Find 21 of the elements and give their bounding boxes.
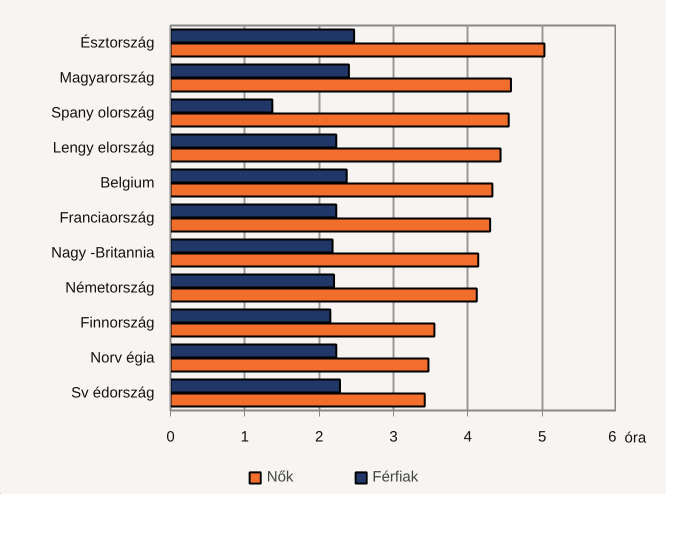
x-tick-label: 1 [240, 428, 250, 446]
legend-label: Férfiak [372, 468, 418, 486]
x-tick-label: 0 [166, 428, 175, 446]
y-tick-label: Belgium [100, 174, 155, 192]
legend-label: Nők [266, 468, 294, 486]
y-tick-label: Sv édország [71, 384, 155, 402]
y-tick-label: Lengy elország [52, 140, 154, 156]
y-tick-label: Németország [65, 280, 154, 296]
y-tick-label: Spany olország [51, 104, 155, 122]
y-tick-label: Nagy -Britannia [51, 244, 156, 262]
y-tick-label: Norv égia [90, 350, 156, 366]
y-tick-label: Finnország [80, 314, 154, 332]
x-tick-label: 5 [538, 428, 546, 446]
y-tick-label: Franciaország [59, 210, 155, 226]
y-tick-label: Észtország [80, 34, 155, 52]
x-tick-label: 4 [464, 428, 472, 446]
x-tick-label: 2 [314, 428, 324, 446]
x-tick-label: 6 [608, 428, 616, 446]
y-tick-label: Magyarország [59, 70, 155, 86]
x-axis-title: óra [624, 430, 647, 446]
x-tick-label: 3 [389, 428, 398, 446]
